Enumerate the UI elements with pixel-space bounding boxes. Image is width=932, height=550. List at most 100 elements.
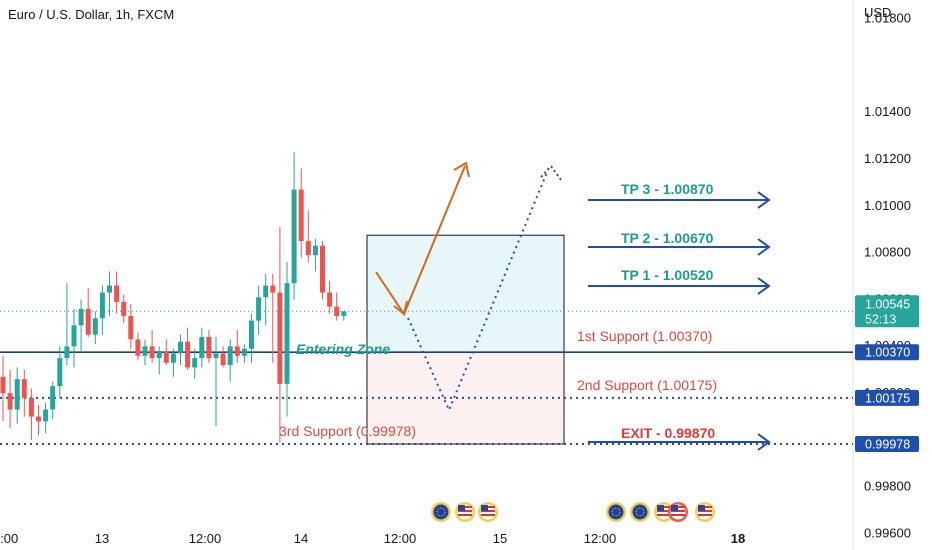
candle[interactable] bbox=[78, 299, 84, 352]
entering-zone-label: Entering Zone bbox=[296, 341, 390, 357]
candle-body bbox=[36, 416, 41, 422]
candle-body bbox=[234, 346, 240, 356]
candle[interactable] bbox=[341, 311, 347, 321]
candle[interactable] bbox=[43, 402, 49, 433]
candle[interactable] bbox=[50, 381, 56, 419]
chart-title: Euro / U.S. Dollar, 1h, FXCM bbox=[8, 7, 174, 22]
candle[interactable] bbox=[14, 367, 20, 424]
event-flag-us-icon[interactable] bbox=[654, 502, 674, 522]
candle[interactable] bbox=[277, 227, 283, 443]
price-tag-text: 1.00175 bbox=[865, 391, 910, 405]
candle[interactable] bbox=[0, 355, 6, 422]
risk-zone[interactable] bbox=[366, 351, 565, 445]
event-flag-us-icon[interactable] bbox=[478, 502, 498, 522]
price-tick-label: 0.99600 bbox=[864, 525, 911, 540]
candle[interactable] bbox=[142, 339, 148, 366]
candle[interactable] bbox=[263, 273, 269, 326]
event-flag-us-icon[interactable] bbox=[455, 502, 475, 522]
candle[interactable] bbox=[291, 152, 297, 300]
candle[interactable] bbox=[220, 346, 226, 368]
price-tick-label: 1.01000 bbox=[864, 198, 911, 213]
tp3-arrow[interactable] bbox=[588, 191, 771, 209]
candle-body bbox=[149, 346, 155, 359]
candle[interactable] bbox=[192, 348, 198, 380]
time-tick-label: 13 bbox=[95, 531, 109, 546]
candle[interactable] bbox=[334, 292, 340, 321]
event-flag-us-icon[interactable] bbox=[695, 502, 715, 522]
candle[interactable] bbox=[256, 285, 262, 335]
candle[interactable] bbox=[327, 280, 333, 314]
candle[interactable] bbox=[36, 404, 41, 436]
candle[interactable] bbox=[71, 308, 77, 368]
candlestick-series[interactable] bbox=[0, 152, 347, 443]
candle[interactable] bbox=[92, 311, 98, 345]
candle[interactable] bbox=[163, 339, 169, 366]
candle[interactable] bbox=[107, 271, 112, 316]
candle[interactable] bbox=[170, 348, 176, 377]
candle-body bbox=[291, 189, 297, 284]
candle[interactable] bbox=[305, 210, 311, 263]
candle[interactable] bbox=[185, 327, 191, 370]
candle-body bbox=[305, 241, 311, 256]
candle[interactable] bbox=[85, 287, 91, 338]
candle-body bbox=[178, 341, 183, 354]
event-flag-us-icon[interactable] bbox=[668, 502, 688, 522]
event-flag-eu-icon[interactable] bbox=[630, 502, 650, 522]
profit-zone[interactable] bbox=[366, 234, 565, 353]
price-axis[interactable]: 1.018001.014001.012001.010001.008001.006… bbox=[864, 11, 911, 541]
candle-body bbox=[227, 346, 233, 366]
candle-body bbox=[327, 292, 333, 307]
tp3-label: TP 3 - 1.00870 bbox=[621, 181, 714, 197]
candle[interactable] bbox=[156, 346, 162, 375]
support-2-label: 2nd Support (1.00175) bbox=[577, 377, 717, 393]
candle[interactable] bbox=[99, 285, 105, 335]
candle[interactable] bbox=[28, 388, 34, 440]
candle-body bbox=[163, 351, 169, 363]
candle[interactable] bbox=[64, 283, 70, 366]
candle[interactable] bbox=[178, 334, 183, 366]
candle[interactable] bbox=[21, 369, 27, 417]
tp1-arrow[interactable] bbox=[588, 277, 771, 295]
candle[interactable] bbox=[241, 344, 247, 363]
candle[interactable] bbox=[7, 369, 13, 429]
time-tick-label: 14 bbox=[294, 531, 308, 546]
bullish-arrowhead bbox=[453, 161, 470, 178]
candle[interactable] bbox=[206, 330, 212, 363]
candle-body bbox=[213, 353, 219, 359]
candle-body bbox=[220, 353, 226, 366]
candle[interactable] bbox=[284, 262, 290, 417]
candle[interactable] bbox=[121, 294, 127, 323]
candle[interactable] bbox=[135, 332, 141, 361]
time-tick-label: 12:00 bbox=[189, 531, 222, 546]
candle[interactable] bbox=[234, 330, 240, 363]
candle[interactable] bbox=[128, 304, 134, 349]
candle-body bbox=[99, 292, 105, 319]
economic-events[interactable] bbox=[431, 502, 715, 522]
candle-body bbox=[298, 189, 304, 242]
price-tag-bg bbox=[855, 295, 919, 328]
candle-body bbox=[192, 358, 198, 368]
tp2-arrow[interactable] bbox=[588, 238, 771, 256]
candle[interactable] bbox=[320, 241, 325, 300]
candle[interactable] bbox=[199, 327, 205, 368]
event-flag-eu-icon[interactable] bbox=[606, 502, 626, 522]
candle[interactable] bbox=[270, 273, 276, 363]
candle-body bbox=[85, 308, 91, 335]
time-tick-label: 12:00 bbox=[384, 531, 417, 546]
exit-arrow[interactable] bbox=[588, 433, 771, 451]
candle-body bbox=[71, 325, 77, 347]
time-axis[interactable]: 12:00 13 12:00 14 12:00 15 12:00 18 bbox=[0, 531, 745, 546]
candle[interactable] bbox=[312, 238, 318, 272]
candle[interactable] bbox=[57, 346, 63, 398]
candle[interactable] bbox=[249, 313, 254, 363]
event-flag-eu-icon[interactable] bbox=[431, 502, 451, 522]
time-tick-label: 18 bbox=[731, 531, 745, 546]
candle[interactable] bbox=[114, 271, 120, 314]
candle[interactable] bbox=[298, 168, 304, 258]
candle-body bbox=[57, 358, 63, 387]
candle[interactable] bbox=[149, 330, 155, 363]
candle[interactable] bbox=[213, 337, 219, 426]
candle[interactable] bbox=[227, 339, 233, 382]
